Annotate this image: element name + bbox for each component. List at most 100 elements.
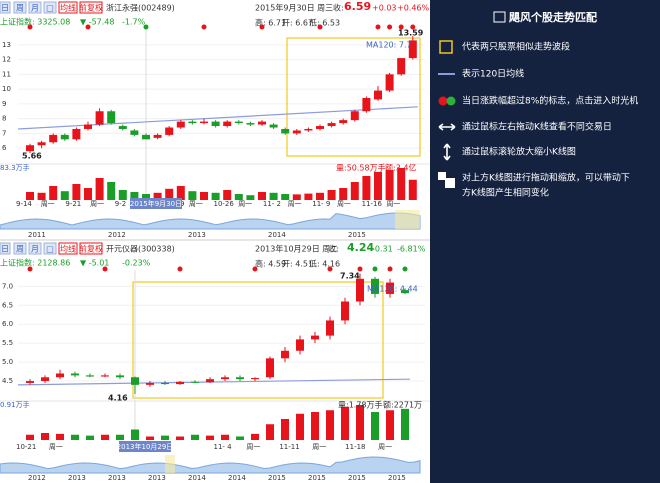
toolbar-button[interactable] [58,1,78,14]
volume-bar [72,184,81,200]
candle-body [311,335,319,340]
y-tick-label: 4.5 [2,377,13,385]
toolbar-button-label[interactable]: 前复权 [79,244,103,254]
signal-dot[interactable] [402,266,408,272]
signal-dot[interactable] [372,266,378,272]
x-tick-label: 11- 9 [312,200,330,208]
candle-body [131,377,139,385]
candle-body [116,375,124,378]
candle-body [350,111,359,121]
toolbar-button-label[interactable]: 日 [1,4,9,13]
toolbar-button[interactable] [43,1,57,14]
x-tick-label: 周一 [189,200,203,208]
cursor-date-box [119,441,171,452]
toolbar-button[interactable] [43,242,57,255]
signal-dot[interactable] [375,24,381,30]
x-tick-label: 9-14 [16,200,32,208]
signal-dot[interactable] [85,24,91,30]
icon-box [439,40,453,54]
toolbar-button[interactable] [28,1,42,14]
volume-bar [397,168,406,200]
volume-bar [153,192,162,200]
volume-bar [362,176,371,200]
candle-body [374,90,382,100]
signal-dot[interactable] [327,266,333,272]
toolbar-button-label[interactable]: 前复权 [79,3,103,13]
toolbar-button[interactable] [0,1,11,14]
volume-bar [71,434,79,440]
toolbar-button-label[interactable]: 均线 [60,3,76,13]
toolbar-button[interactable] [79,1,103,14]
toolbar-button[interactable] [28,242,42,255]
signal-dot[interactable] [317,24,323,30]
signal-dot[interactable] [398,24,404,30]
candle-body [326,320,334,336]
candle-body [371,278,379,294]
x-tick-label: 周一 [386,200,400,208]
legend-item: 通过鼠标滚轮放大缩小K线图 [462,146,576,158]
year-label: 2013 [108,474,126,482]
year-label: 2011 [28,231,46,239]
year-label: 2015 [268,474,286,482]
signal-dot[interactable] [27,266,33,272]
signal-dot[interactable] [27,24,33,30]
toolbar-button-label[interactable]: 均线 [60,244,76,254]
match-box [132,281,384,399]
toolbar-button-label[interactable]: 周 [16,4,24,13]
hol-value: 开: 6.67 [282,19,313,28]
signal-dot[interactable] [357,266,363,272]
toolbar-button[interactable] [0,242,11,255]
volume-bar [311,412,319,440]
signal-dot[interactable] [387,266,393,272]
signal-dot[interactable] [201,24,207,30]
x-tick-label: 11- 2 [263,200,281,208]
chart-area [0,0,430,483]
year-label: 2015 [348,474,366,482]
price-pct: -6.81% [397,245,426,254]
toolbar-button-label[interactable]: □ [46,4,54,13]
overview-window[interactable] [165,455,175,473]
y-tick-label: 9 [2,100,6,108]
candle-body [408,40,417,59]
volume-bar [281,419,289,440]
candle-body [341,301,349,321]
signal-dot[interactable] [410,24,416,30]
hol-value: 低: 4.16 [309,259,340,269]
candle-body [234,121,243,124]
signal-dot[interactable] [387,24,393,30]
candle-body [327,123,336,127]
overview-window[interactable] [395,210,420,229]
toolbar-button-label[interactable]: 月 [31,245,39,254]
y-tick-label: 7.0 [2,282,13,290]
signal-dot[interactable] [143,24,149,30]
signal-dot[interactable] [259,24,265,30]
index-change: ▼ -57.48 [80,18,114,27]
toolbar-button-label[interactable]: 月 [31,4,39,13]
signal-dot[interactable] [102,266,108,272]
y-tick-label: 13 [2,41,11,49]
x-tick-label: 周一 [49,443,63,451]
toolbar-button[interactable] [58,242,78,255]
year-label: 2015 [308,474,326,482]
x-tick-label: 周一 [238,200,252,208]
toolbar-button-label[interactable]: 日 [1,245,9,254]
high-label: 7.34 [340,272,360,281]
toolbar-button[interactable] [13,242,27,255]
index-change: ▼ -5.01 [80,259,109,268]
volume-bar [385,170,394,200]
candle-body [176,121,185,128]
volume-bar [188,191,197,200]
icon-vertical [443,143,451,161]
candle-body [188,121,197,124]
quote-date: 2013年10月29日 周二 [255,244,338,254]
candle-body [401,290,409,294]
signal-dot[interactable] [252,266,258,272]
toolbar-button[interactable] [79,242,103,255]
toolbar-button[interactable] [13,1,27,14]
toolbar-button-label[interactable]: □ [46,245,54,254]
volume-bar [292,194,301,200]
volume-bar [316,192,324,200]
toolbar-button-label[interactable]: 周 [16,245,24,254]
signal-dot[interactable] [177,266,183,272]
y-tick-label: 8 [2,115,6,123]
